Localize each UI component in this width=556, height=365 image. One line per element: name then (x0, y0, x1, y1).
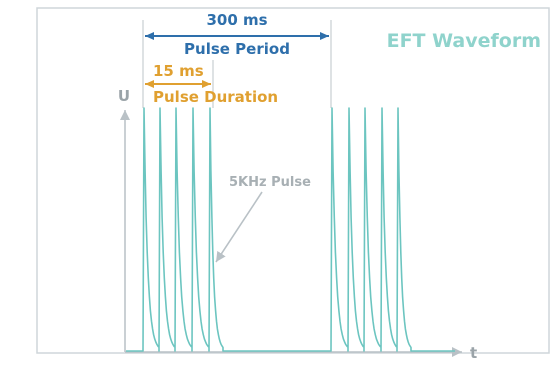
duration-label: Pulse Duration (153, 88, 278, 106)
pulse-annotation-pointer (215, 191, 263, 263)
x-axis-label: t (470, 344, 477, 361)
duration-value: 15 ms (153, 62, 204, 80)
period-label: Pulse Period (184, 40, 290, 58)
diagram-title: EFT Waveform (387, 30, 541, 52)
pulse-annotation: 5KHz Pulse (229, 175, 311, 190)
eft-waveform-trace (126, 107, 455, 352)
y-axis-label: U (118, 87, 130, 105)
panel-border (36, 7, 550, 354)
period-value: 300 ms (206, 11, 267, 29)
